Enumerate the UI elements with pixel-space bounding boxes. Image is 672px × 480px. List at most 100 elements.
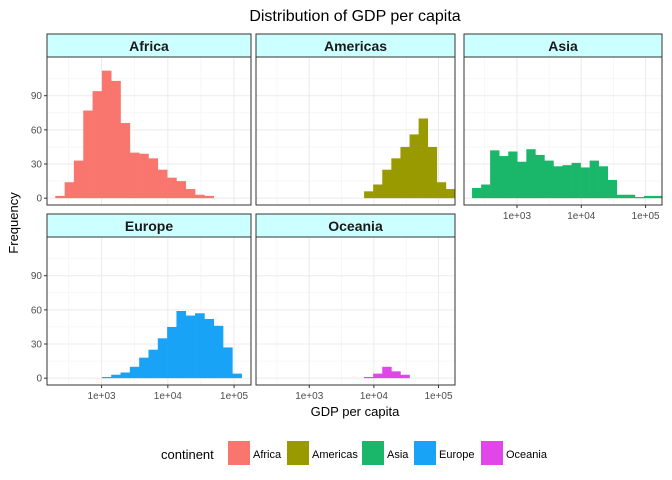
histogram-bar-europe: [157, 338, 168, 379]
histogram-bar-asia: [490, 150, 500, 199]
histogram-bar-africa: [139, 153, 149, 199]
panel-background-oceania: [256, 237, 455, 385]
legend-swatch-americas: [287, 441, 309, 465]
histogram-bar-asia: [553, 166, 563, 199]
histogram-bar-asia: [589, 160, 599, 199]
histogram-bar-asia: [580, 167, 590, 199]
histogram-bar-europe: [232, 373, 242, 379]
histogram-bar-asia: [598, 166, 609, 199]
facet-label-africa: Africa: [129, 38, 169, 54]
histogram-bar-africa: [64, 182, 75, 199]
histogram-bar-oceania: [400, 374, 410, 379]
histogram-bar-oceania: [373, 373, 383, 379]
x-tick-label: 1e+03: [503, 211, 532, 222]
histogram-bar-americas: [373, 184, 383, 199]
legend-swatch-europe: [414, 441, 436, 465]
x-tick-label: 1e+05: [424, 391, 453, 402]
legend-label-oceania: Oceania: [506, 449, 548, 461]
histogram-bar-europe: [176, 311, 187, 379]
histogram-bar-africa: [148, 158, 159, 199]
histogram-bar-americas: [445, 189, 456, 199]
histogram-bar-europe: [195, 313, 205, 379]
histogram-bar-europe: [167, 326, 177, 379]
histogram-bar-africa: [185, 189, 196, 199]
histogram-bar-oceania: [382, 366, 392, 379]
facet-label-americas: Americas: [324, 38, 387, 54]
histogram-bar-asia: [571, 162, 581, 199]
histogram-bar-asia: [643, 195, 654, 199]
histogram-bar-africa: [83, 110, 93, 199]
x-tick-label: 1e+04: [567, 211, 596, 222]
histogram-bar-asia: [562, 165, 572, 199]
x-tick-label: 1e+03: [295, 391, 324, 402]
facet-strip-americas: [255, 33, 456, 58]
histogram-bar-africa: [157, 169, 168, 199]
facet-label-oceania: Oceania: [328, 218, 383, 234]
x-tick-label: 1e+04: [360, 391, 389, 402]
y-tick-label: 90: [31, 91, 43, 102]
facet-strip-oceania: [255, 213, 456, 238]
histogram-bar-asia: [607, 179, 618, 199]
y-tick-label: 0: [36, 374, 42, 385]
histogram-bar-europe: [139, 357, 149, 379]
histogram-bar-americas: [436, 182, 447, 199]
histogram-bar-asia: [544, 160, 554, 199]
histogram-bar-asia: [508, 151, 518, 199]
facet-strip-europe: [46, 213, 252, 238]
facet-strip-africa: [46, 33, 252, 58]
y-tick-label: 30: [31, 340, 43, 351]
histogram-bar-africa: [111, 80, 121, 199]
y-tick-label: 0: [36, 194, 42, 205]
legend-swatch-africa: [228, 441, 250, 465]
histogram-bar-europe: [213, 325, 224, 379]
histogram-bar-asia: [634, 197, 645, 199]
histogram-bar-africa: [92, 91, 103, 199]
legend: continent Africa Americas Asia Europe Oceani…: [161, 441, 548, 465]
facet-panels: Africa 0 30 60 90 Americas Asia 1e+03 1e+04 1e+05…: [31, 33, 663, 402]
histogram-bar-asia: [481, 184, 491, 199]
facet-strip-asia: [463, 33, 663, 58]
facet-label-europe: Europe: [125, 218, 173, 234]
histogram-bar-americas: [364, 191, 374, 199]
legend-label-asia: Asia: [387, 449, 409, 461]
legend-swatch-oceania: [481, 441, 503, 465]
x-tick-label: 1e+03: [88, 391, 117, 402]
histogram-bar-africa: [73, 160, 84, 199]
histogram-bar-americas: [418, 118, 429, 199]
x-tick-label: 1e+05: [632, 211, 661, 222]
histogram-bar-europe: [148, 349, 159, 379]
facet-label-asia: Asia: [548, 38, 578, 54]
histogram-bar-asia: [616, 194, 627, 199]
histogram-bar-europe: [223, 347, 233, 379]
histogram-bar-africa: [167, 177, 177, 199]
histogram-bar-americas: [400, 146, 410, 199]
legend-label-europe: Europe: [439, 449, 474, 461]
histogram-bar-oceania: [391, 371, 401, 379]
legend-label-africa: Africa: [253, 449, 282, 461]
histogram-bar-europe: [185, 315, 196, 379]
histogram-bar-americas: [391, 158, 401, 199]
histogram-bar-europe: [120, 372, 131, 379]
histogram-bar-africa: [176, 181, 187, 199]
legend-swatch-asia: [362, 441, 384, 465]
histogram-bar-africa: [120, 123, 131, 199]
histogram-bar-asia: [517, 161, 527, 199]
y-tick-label: 90: [31, 271, 43, 282]
histogram-bar-americas: [382, 169, 392, 199]
histogram-bar-asia: [625, 194, 636, 199]
histogram-bar-europe: [204, 318, 215, 379]
y-axis-title: Frequency: [6, 192, 21, 254]
histogram-bar-asia: [526, 149, 536, 199]
histogram-bar-oceania: [364, 377, 374, 379]
legend-label-americas: Americas: [312, 449, 358, 461]
histogram-bar-europe: [111, 374, 121, 379]
y-tick-label: 60: [31, 125, 43, 136]
y-tick-label: 60: [31, 305, 43, 316]
histogram-bar-asia: [535, 154, 545, 199]
histogram-bar-africa: [129, 152, 140, 199]
histogram-bar-africa: [55, 195, 65, 199]
legend-title: continent: [161, 447, 214, 462]
histogram-bar-europe: [129, 366, 140, 379]
x-axis-title: GDP per capita: [311, 404, 400, 419]
histogram-bar-africa: [101, 70, 112, 199]
